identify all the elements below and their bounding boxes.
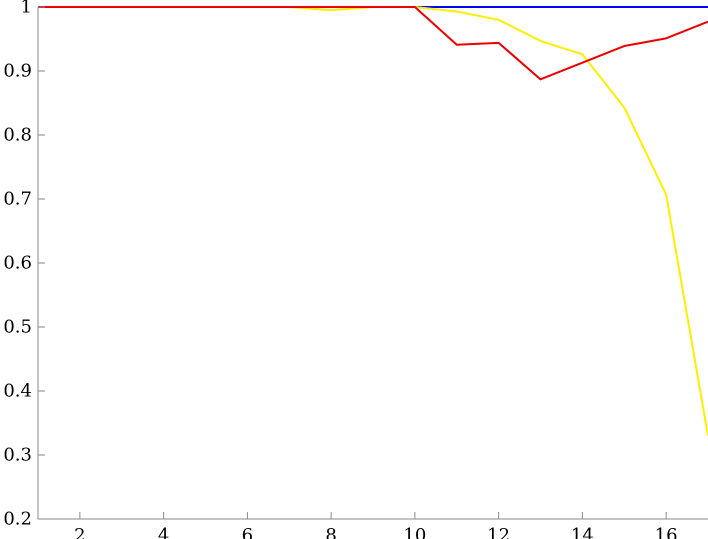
x-tick-label: 10: [403, 525, 426, 539]
axes: [37, 7, 708, 520]
x-ticks: 2 4 6 8 10 12 14 16: [74, 512, 678, 539]
y-tick-label: 0.5: [3, 317, 32, 338]
x-tick-label: 14: [571, 525, 594, 539]
y-tick-label: 0.3: [3, 445, 32, 466]
y-tick-label: 0.6: [3, 253, 32, 274]
y-ticks: 0.2 0.3 0.4 0.5 0.6 0.7 0.8 0.9 1: [3, 0, 45, 530]
x-tick-label: 4: [158, 525, 169, 539]
series-layer: [38, 6, 708, 436]
series-line-2: [38, 6, 708, 436]
y-tick-label: 0.4: [3, 381, 32, 402]
x-tick-label: 12: [487, 525, 510, 539]
y-tick-label: 1: [21, 0, 32, 18]
x-tick-label: 6: [242, 525, 253, 539]
x-tick-label: 16: [655, 525, 678, 539]
x-tick-label: 2: [74, 525, 85, 539]
y-tick-label: 0.2: [3, 509, 32, 530]
x-tick-label: 8: [325, 525, 336, 539]
y-tick-label: 0.8: [3, 125, 32, 146]
y-tick-label: 0.9: [3, 61, 32, 82]
y-tick-label: 0.7: [3, 189, 32, 210]
series-line-3: [38, 6, 708, 81]
